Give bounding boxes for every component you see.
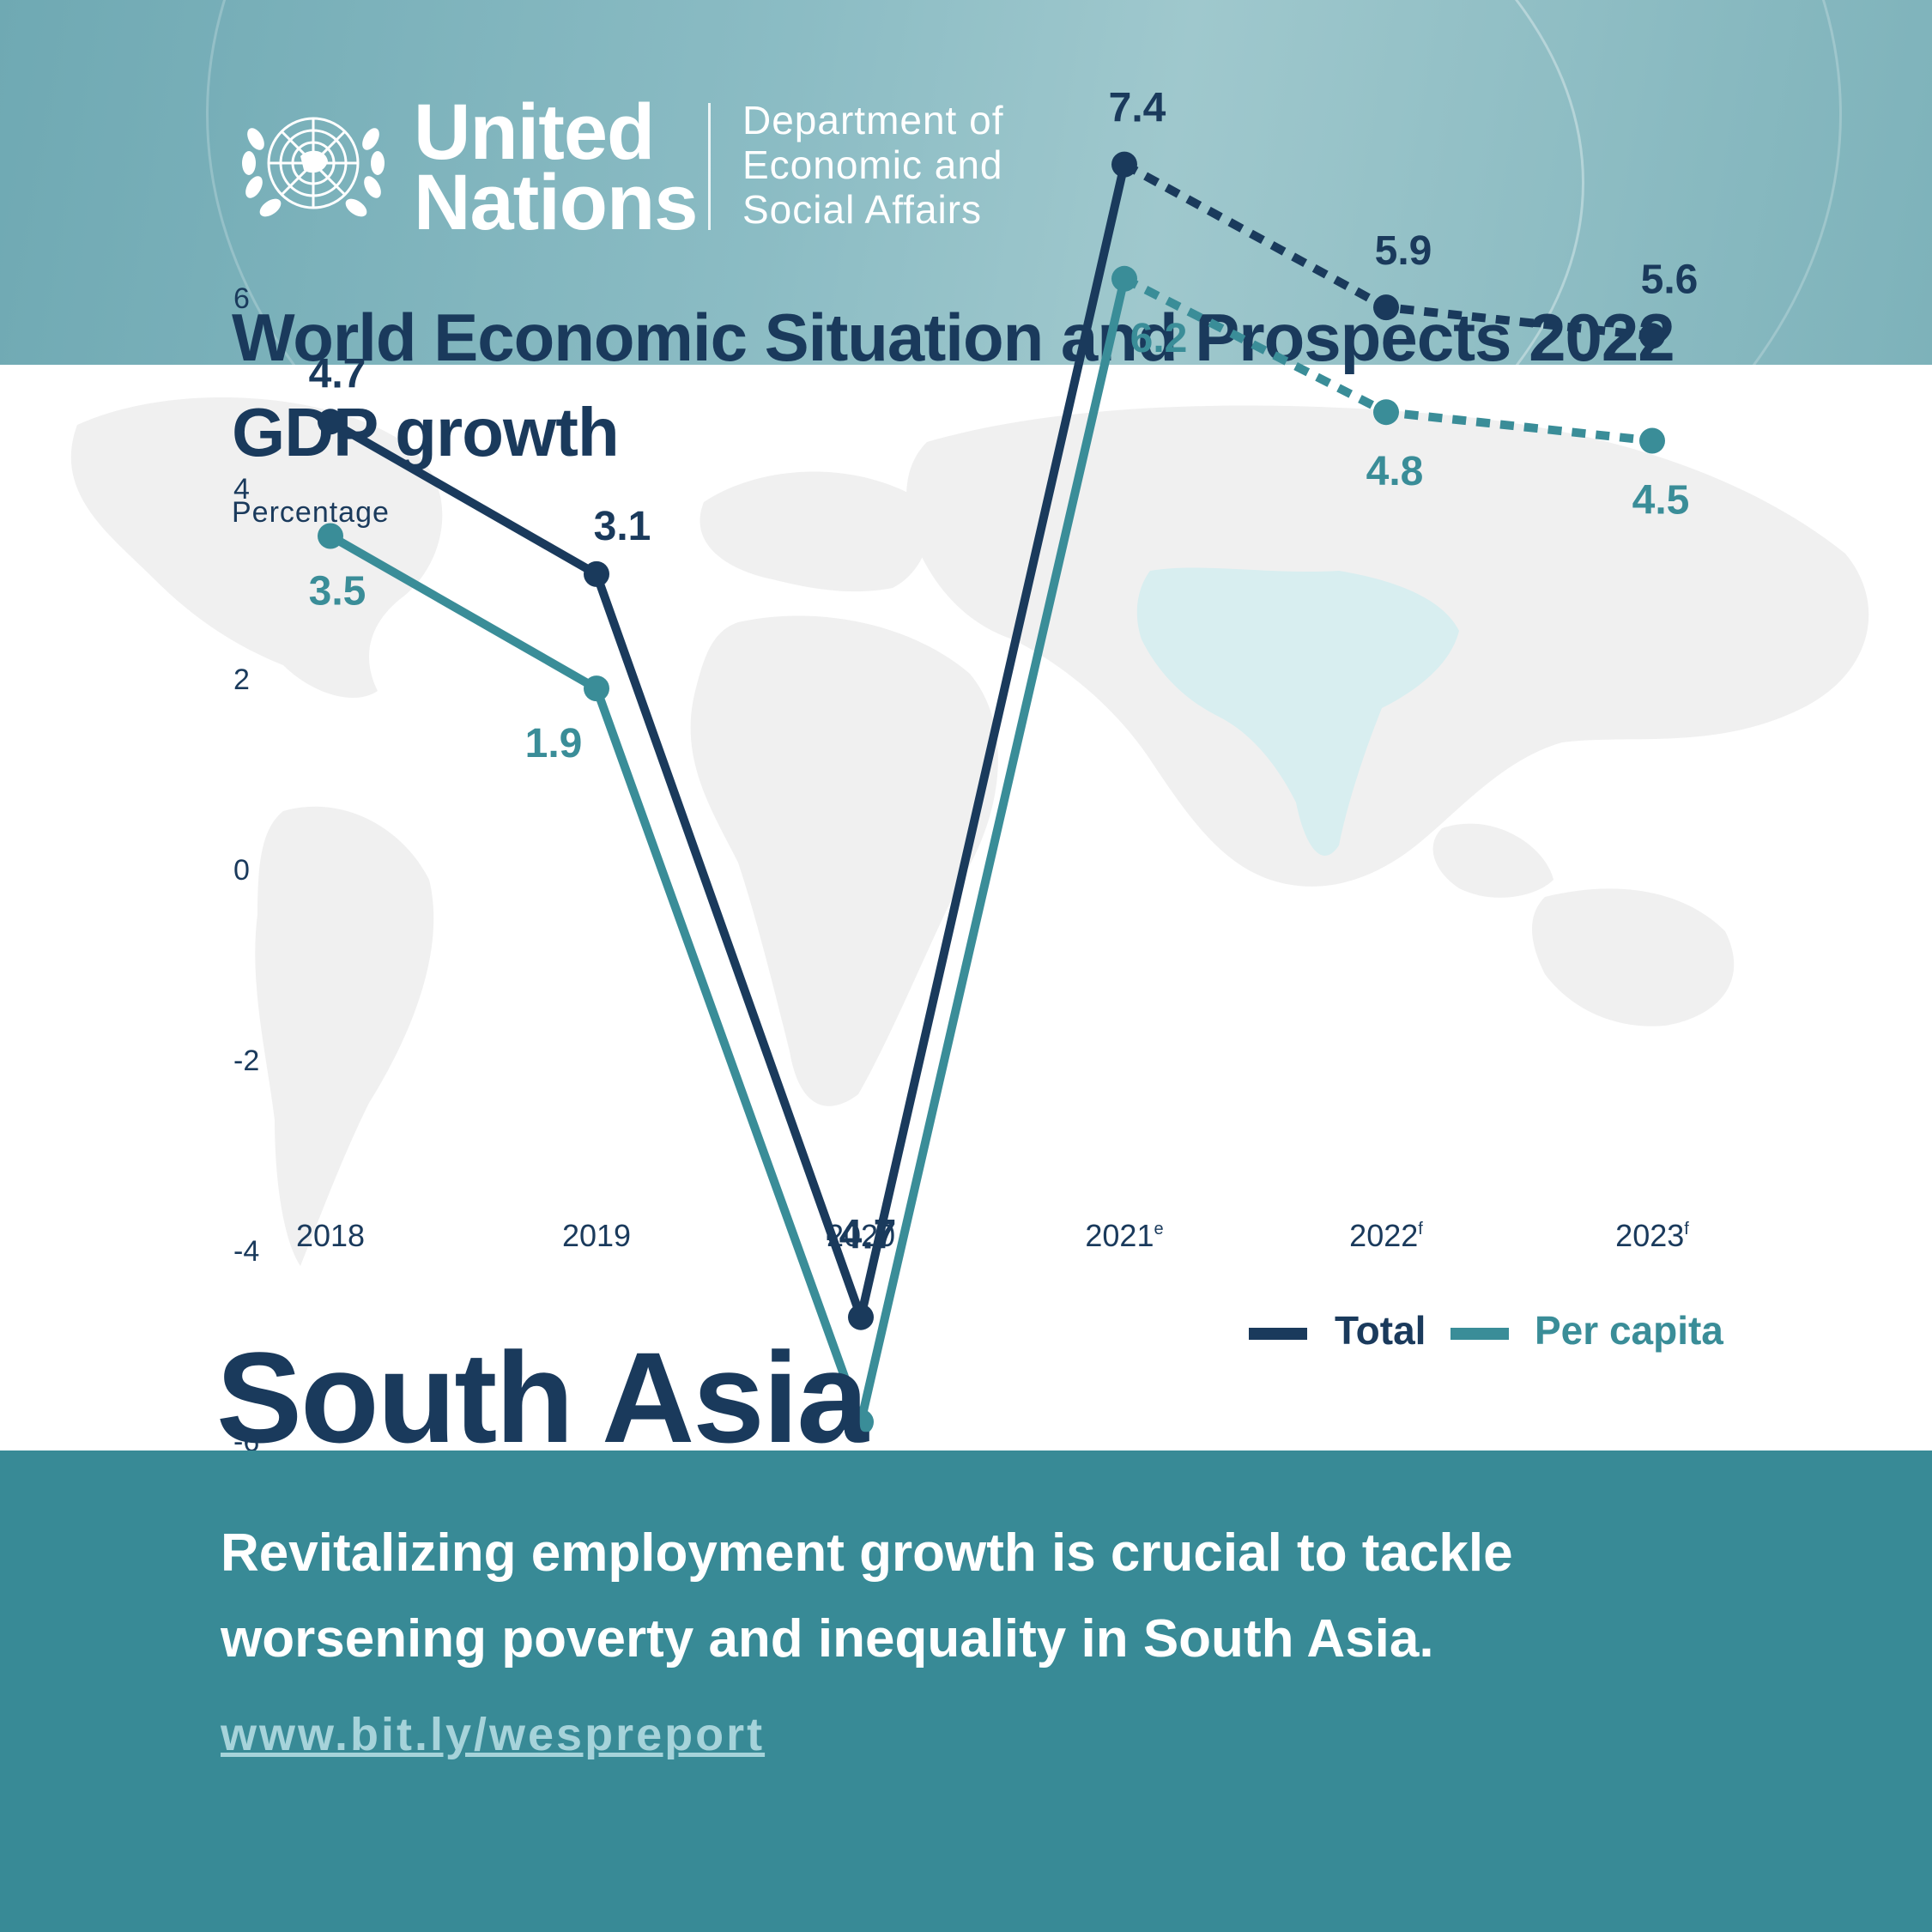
legend-label-total: Total	[1335, 1308, 1426, 1353]
dept-name-line2: Economic and	[742, 142, 1003, 187]
x-tick-label: 2019	[562, 1218, 631, 1253]
x-tick-label: 2021e	[1085, 1218, 1163, 1253]
footer-message: Revitalizing employment growth is crucia…	[221, 1523, 1513, 1669]
series-points	[318, 151, 1665, 1435]
report-link[interactable]: www.bit.ly/wespreport	[221, 1709, 766, 1760]
legend-swatch-per-capita	[1451, 1328, 1509, 1340]
legend-swatch-total	[1249, 1328, 1307, 1340]
x-axis-ticks: 2018 2019 2020 2021e 2022f 2023f	[296, 1218, 1689, 1253]
data-point-total	[848, 1304, 874, 1330]
un-emblem-icon	[242, 117, 385, 217]
data-label-total: 5.6	[1641, 257, 1699, 302]
chart-title: GDP growth	[232, 394, 620, 470]
data-point-total	[1111, 151, 1137, 178]
y-tick-label: -2	[233, 1045, 259, 1077]
y-tick-label: -4	[233, 1235, 259, 1268]
y-axis-label: Percentage	[232, 496, 390, 529]
y-tick-label: 6	[233, 282, 250, 315]
data-label-per-capita: 6.2	[1130, 316, 1188, 361]
data-point-per-capita	[318, 523, 343, 549]
data-label-total: 5.9	[1375, 228, 1432, 274]
logo-divider	[708, 103, 711, 230]
data-label-total: 7.4	[1109, 86, 1166, 131]
data-point-total	[1639, 323, 1665, 349]
data-point-total	[1373, 294, 1399, 321]
data-label-per-capita: 4.5	[1632, 478, 1690, 524]
x-tick-label: 2022f	[1349, 1218, 1423, 1253]
org-name-line2: Nations	[414, 159, 698, 246]
data-label-total: 3.1	[594, 504, 651, 549]
data-point-per-capita	[848, 1408, 874, 1435]
world-map-background	[70, 397, 1869, 1266]
data-labels: 4.73.1-4.77.45.95.63.51.9-5.86.24.84.5	[309, 86, 1699, 1500]
data-label-total: -4.7	[826, 1213, 897, 1258]
series-line-solid-per-capita	[328, 277, 1129, 1426]
x-tick-label: 2023f	[1615, 1218, 1689, 1253]
data-point-per-capita	[584, 675, 609, 702]
data-point-total	[584, 560, 609, 587]
data-label-per-capita: 4.8	[1366, 449, 1424, 494]
data-label-per-capita: 3.5	[309, 569, 366, 615]
region-heading: South Asia	[216, 1325, 869, 1469]
un-desa-logo: United Nations Department of Economic an…	[232, 88, 1090, 242]
footer-band	[0, 1451, 1932, 1932]
data-point-per-capita	[1373, 399, 1399, 426]
dept-name-line3: Social Affairs	[742, 187, 983, 232]
data-point-per-capita	[1111, 265, 1137, 292]
dept-name-line1: Department of	[742, 98, 1004, 142]
y-tick-label: 4	[233, 473, 250, 506]
data-label-per-capita: 1.9	[525, 721, 583, 766]
org-name-line1: United	[414, 88, 655, 176]
y-tick-label: 0	[233, 854, 250, 887]
series-lines	[328, 160, 1653, 1426]
x-tick-label: 2018	[296, 1218, 365, 1253]
south-asia-highlight	[1136, 567, 1459, 856]
y-tick-label: 2	[233, 663, 250, 696]
legend-label-per-capita: Per capita	[1535, 1308, 1723, 1353]
data-label-total: 4.7	[309, 351, 366, 397]
data-point-per-capita	[1639, 427, 1665, 454]
data-point-total	[318, 409, 343, 435]
series-line-solid-total	[328, 163, 1129, 1322]
